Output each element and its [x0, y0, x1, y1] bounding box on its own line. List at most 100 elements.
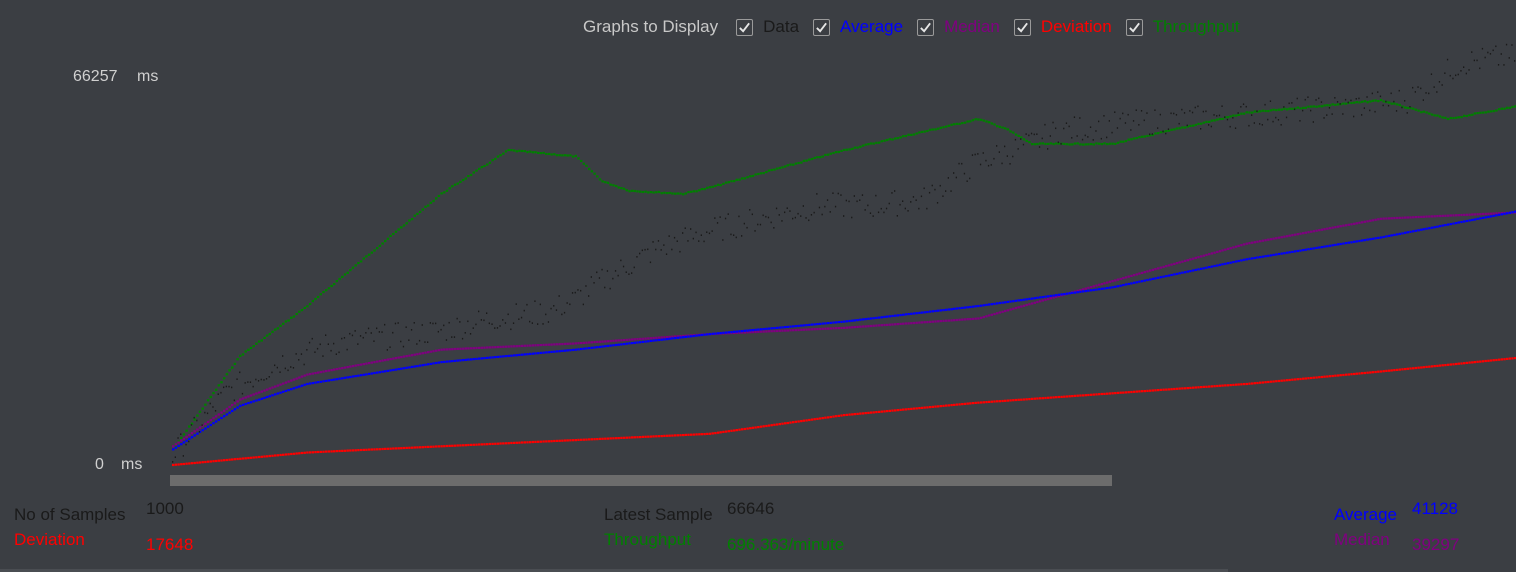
data-point: [1140, 110, 1143, 112]
average-point: [641, 340, 645, 343]
data-point: [217, 393, 219, 395]
deviation-point: [1334, 374, 1337, 377]
deviation-point: [631, 436, 634, 439]
median-point: [792, 329, 795, 332]
deviation-point: [1417, 366, 1420, 369]
data-point: [596, 271, 598, 274]
throughput-point: [1006, 128, 1010, 131]
data-point: [1251, 114, 1253, 116]
median-point: [947, 319, 951, 322]
throughput-point: [690, 190, 693, 193]
data-point: [810, 214, 813, 216]
data-point: [370, 332, 372, 334]
average-point: [802, 324, 806, 327]
deviation-point: [249, 456, 253, 459]
graph-horizontal-scrollbar[interactable]: [170, 475, 1112, 486]
data-point: [437, 330, 439, 333]
throughput-toggle[interactable]: Throughput: [1125, 17, 1240, 37]
median-point: [1326, 227, 1329, 230]
throughput-point: [448, 187, 451, 190]
data-point: [185, 443, 187, 446]
median-point: [252, 393, 255, 396]
median-point: [617, 339, 620, 342]
median-point: [636, 338, 639, 341]
throughput-point: [867, 143, 870, 146]
throughput-checkbox[interactable]: [1125, 18, 1143, 36]
data-point: [706, 231, 708, 233]
data-point: [271, 371, 273, 374]
deviation-point: [322, 450, 325, 453]
average-point: [1441, 224, 1444, 227]
throughput-point: [923, 130, 926, 133]
data-point: [558, 295, 560, 297]
median-point: [510, 345, 513, 348]
data-point: [1151, 133, 1153, 135]
deviation-point: [228, 458, 231, 461]
data-point: [953, 172, 955, 174]
median-point: [958, 318, 961, 321]
median-point: [1044, 298, 1047, 301]
throughput-point: [1092, 143, 1095, 146]
throughput-point: [1393, 102, 1396, 105]
average-point: [467, 358, 470, 361]
deviation-toggle[interactable]: Deviation: [1013, 17, 1112, 37]
data-point: [413, 322, 415, 324]
median-checkbox[interactable]: [917, 18, 935, 36]
average-point: [1036, 296, 1039, 299]
average-point: [840, 320, 843, 323]
deviation-point: [971, 402, 975, 405]
throughput-point: [1022, 138, 1026, 141]
throughput-point: [1218, 117, 1222, 121]
median-point: [818, 327, 822, 331]
average-point: [469, 358, 473, 361]
median-point: [628, 338, 631, 341]
data-point: [1420, 87, 1422, 90]
throughput-point: [268, 332, 271, 336]
data-toggle[interactable]: Data: [736, 17, 799, 37]
throughput-point: [1336, 103, 1340, 106]
average-point: [762, 328, 765, 331]
data-point: [1511, 44, 1513, 46]
median-point: [977, 317, 980, 320]
average-point: [193, 434, 196, 437]
average-point: [1079, 290, 1082, 293]
average-point: [1264, 255, 1267, 258]
average-point: [188, 437, 191, 440]
throughput-point: [373, 249, 376, 252]
deviation-point: [537, 440, 540, 443]
deviation-checkbox[interactable]: [1013, 18, 1031, 36]
average-point: [582, 347, 586, 350]
deviation-point: [1251, 382, 1254, 385]
throughput-point: [1497, 108, 1501, 111]
data-point: [1293, 108, 1296, 111]
median-point: [453, 347, 457, 351]
data-point: [955, 176, 957, 179]
median-point: [1014, 306, 1018, 310]
throughput-point: [869, 142, 873, 145]
data-point: [700, 234, 702, 236]
average-point: [1114, 285, 1117, 288]
throughput-point: [1186, 125, 1189, 128]
data-point: [1130, 129, 1132, 131]
median-point: [523, 344, 526, 347]
throughput-point: [1296, 106, 1299, 109]
average-point: [287, 389, 290, 392]
average-point: [1267, 254, 1270, 257]
average-toggle[interactable]: Average: [813, 17, 903, 37]
data-checkbox[interactable]: [736, 18, 754, 36]
throughput-point: [1342, 102, 1345, 105]
median-toggle[interactable]: Median: [917, 17, 1000, 37]
data-point: [775, 207, 778, 210]
median-point: [786, 329, 789, 332]
throughput-point: [1138, 136, 1141, 139]
data-point: [1495, 45, 1497, 48]
average-checkbox[interactable]: [813, 18, 831, 36]
deviation-point: [1138, 390, 1141, 393]
data-point: [885, 207, 888, 210]
median-point: [193, 430, 196, 433]
data-point: [405, 326, 407, 328]
throughput-point: [1170, 128, 1173, 131]
throughput-point: [1428, 112, 1431, 115]
median-point: [303, 374, 306, 377]
data-point: [877, 211, 880, 214]
